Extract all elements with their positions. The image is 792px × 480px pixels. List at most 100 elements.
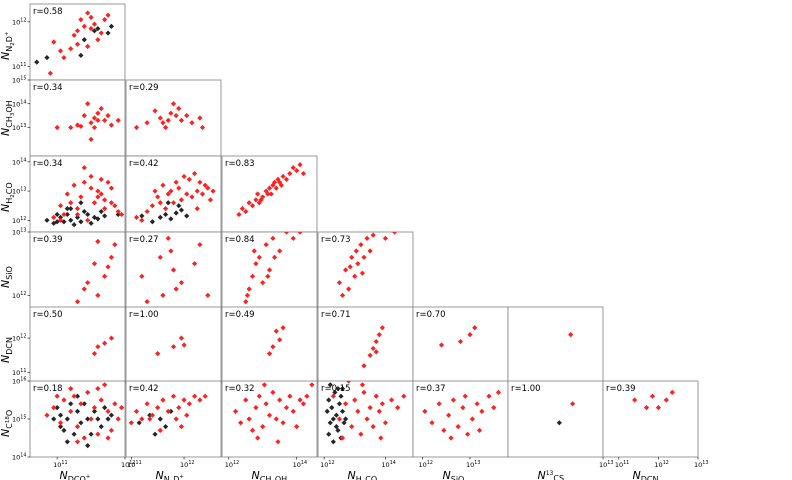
panel-points xyxy=(133,170,216,225)
data-point-red xyxy=(186,176,192,182)
data-point-red xyxy=(74,206,81,212)
scatter-panel-r4-c1: r=1.00 xyxy=(125,306,222,384)
data-point-red xyxy=(266,412,273,418)
x-tick-label: 1013 xyxy=(694,460,708,469)
data-point-red xyxy=(102,117,108,123)
data-point-black xyxy=(339,408,346,414)
data-point-black xyxy=(136,420,142,426)
data-point-red xyxy=(370,232,376,238)
y-tick-label: 1012 xyxy=(12,216,26,225)
data-point-red xyxy=(479,408,485,414)
data-point-red xyxy=(249,273,256,279)
data-point-red xyxy=(355,408,361,414)
data-point-red xyxy=(197,242,203,248)
data-point-red xyxy=(199,191,206,197)
data-point-red xyxy=(91,124,98,131)
x-tick-label: 1014 xyxy=(293,460,307,469)
data-point-red xyxy=(339,435,346,441)
scatter-panel-r5-c1: r=0.42 xyxy=(125,380,222,458)
data-point-black xyxy=(64,211,70,218)
data-point-red xyxy=(194,188,200,194)
data-point-red xyxy=(57,48,64,54)
data-point-black xyxy=(184,213,190,219)
data-point-red xyxy=(422,408,428,414)
data-point-red xyxy=(189,120,195,126)
data-point-red xyxy=(95,110,101,116)
data-point-red xyxy=(95,431,101,437)
data-point-red xyxy=(178,197,185,203)
data-point-red xyxy=(271,179,278,185)
data-point-black xyxy=(85,416,91,422)
correlation-label: r=0.83 xyxy=(225,159,255,169)
data-point-red xyxy=(162,206,169,212)
data-point-red xyxy=(253,261,259,267)
data-point-red xyxy=(74,28,81,34)
data-point-black xyxy=(88,431,94,437)
data-point-red xyxy=(61,55,67,61)
data-point-red xyxy=(342,401,349,407)
data-point-red xyxy=(263,188,269,194)
data-point-red xyxy=(339,292,346,298)
data-point-red xyxy=(370,345,376,352)
data-point-red xyxy=(643,405,650,411)
data-point-red xyxy=(71,182,77,188)
data-point-red xyxy=(448,435,454,441)
data-point-red xyxy=(102,197,108,203)
data-point-red xyxy=(51,405,57,411)
data-point-red xyxy=(280,325,286,331)
data-point-red xyxy=(271,254,278,260)
data-point-red xyxy=(359,270,366,276)
data-point-red xyxy=(51,39,57,45)
data-point-red xyxy=(290,165,296,171)
data-point-black xyxy=(165,200,171,206)
data-point-red xyxy=(173,416,179,422)
scatter-panel-r5-c4: r=0.37 xyxy=(412,380,509,458)
correlation-label: r=0.42 xyxy=(129,384,159,394)
data-point-red xyxy=(155,194,161,200)
data-point-red xyxy=(170,101,177,107)
data-point-red xyxy=(144,208,150,215)
y-tick-label: 1012 xyxy=(12,334,26,343)
data-point-red xyxy=(160,120,166,126)
data-point-red xyxy=(265,191,271,197)
correlation-label: r=0.39 xyxy=(33,235,63,245)
data-point-red xyxy=(382,420,389,426)
panel-frame xyxy=(602,380,699,458)
data-point-red xyxy=(373,338,379,345)
data-point-red xyxy=(446,412,452,418)
data-point-red xyxy=(249,203,256,209)
data-point-red xyxy=(152,108,158,114)
data-point-black xyxy=(339,386,346,392)
panel-frame xyxy=(221,380,318,458)
data-point-red xyxy=(176,405,182,411)
data-point-red xyxy=(263,401,269,407)
data-point-black xyxy=(78,420,84,426)
data-point-red xyxy=(181,397,187,403)
data-point-red xyxy=(472,325,478,331)
data-point-red xyxy=(165,117,171,123)
data-point-black xyxy=(54,211,60,218)
data-point-red xyxy=(133,214,140,220)
data-point-black xyxy=(74,214,81,220)
data-point-black xyxy=(51,416,57,422)
data-point-black xyxy=(105,416,111,422)
panel-points xyxy=(139,235,211,305)
data-point-black xyxy=(162,424,169,430)
data-point-red xyxy=(265,273,271,279)
data-point-red xyxy=(74,211,81,218)
scatter-panel-r0-c0: r=0.58 xyxy=(29,3,126,81)
data-point-black xyxy=(335,386,341,392)
data-point-red xyxy=(663,397,669,403)
data-point-red xyxy=(450,397,456,403)
data-point-red xyxy=(170,393,177,399)
data-point-red xyxy=(455,424,461,430)
data-point-black xyxy=(108,412,115,418)
data-point-red xyxy=(54,393,60,399)
data-point-red xyxy=(186,401,192,407)
data-point-black xyxy=(85,443,91,449)
y-tick-label: 1014 xyxy=(12,99,26,108)
data-point-red xyxy=(273,185,279,191)
panel-frame xyxy=(29,79,126,157)
x-tick-label: 1012 xyxy=(654,460,668,469)
